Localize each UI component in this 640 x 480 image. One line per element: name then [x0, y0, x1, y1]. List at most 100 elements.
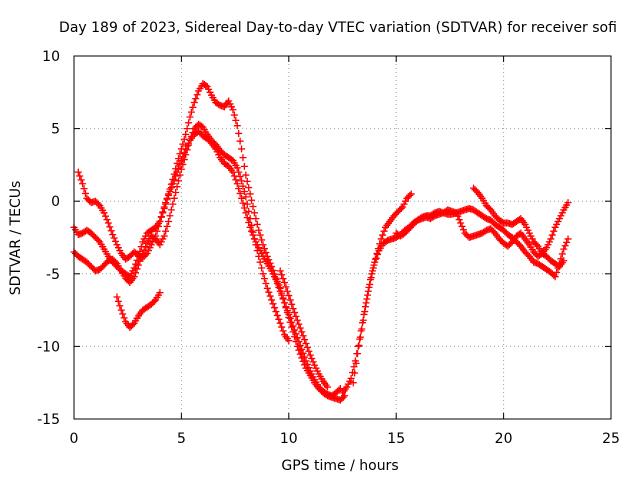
data-point — [232, 116, 240, 124]
data-point — [159, 209, 167, 217]
data-point — [229, 106, 237, 114]
data-point — [359, 316, 367, 324]
data-point — [354, 342, 362, 350]
data-point — [365, 283, 373, 291]
x-tick-label: 5 — [177, 431, 186, 447]
data-point — [248, 196, 256, 204]
data-point — [293, 334, 301, 342]
data-point — [548, 231, 556, 239]
data-point — [235, 185, 243, 193]
x-tick-label: 25 — [602, 431, 620, 447]
data-point — [259, 270, 267, 278]
data-point — [170, 176, 178, 184]
data-point — [292, 312, 300, 320]
data-point — [289, 305, 297, 313]
data-point — [339, 393, 347, 401]
data-point — [163, 196, 171, 204]
y-tick-label: 5 — [51, 122, 60, 138]
data-point — [285, 337, 293, 345]
data-point — [288, 300, 296, 308]
y-tick-label: 10 — [42, 49, 60, 65]
data-point — [80, 185, 88, 193]
data-point — [308, 355, 316, 362]
data-point — [457, 219, 465, 227]
data-point — [76, 172, 84, 180]
data-point — [104, 219, 112, 227]
data-point — [236, 137, 244, 145]
data-point — [298, 345, 306, 353]
data-point — [185, 141, 193, 149]
data-point — [262, 279, 270, 287]
data-point — [179, 160, 187, 168]
data-point — [452, 209, 460, 217]
data-point — [371, 258, 379, 266]
data-point — [94, 236, 102, 244]
x-tick-label: 0 — [70, 431, 79, 447]
x-axis-title: GPS time / hours — [281, 458, 398, 474]
data-point — [302, 357, 310, 365]
data-point — [112, 237, 120, 245]
data-point — [117, 306, 125, 314]
data-point — [563, 238, 571, 246]
data-point — [130, 273, 138, 281]
data-point — [276, 267, 284, 275]
series-track-i — [470, 184, 568, 271]
data-point — [163, 222, 171, 230]
data-point — [454, 212, 462, 220]
data-point — [256, 231, 264, 239]
data-point — [142, 243, 150, 251]
data-point — [185, 119, 193, 127]
data-point — [189, 128, 197, 136]
data-point — [268, 296, 276, 304]
data-point — [354, 350, 362, 358]
data-point — [299, 332, 307, 340]
data-point — [362, 299, 370, 307]
data-point — [275, 283, 283, 291]
data-point — [260, 275, 268, 283]
data-point — [112, 258, 120, 266]
data-point — [134, 261, 142, 269]
data-point — [248, 221, 256, 229]
data-point — [278, 291, 286, 299]
data-point — [139, 249, 147, 257]
data-point — [302, 339, 310, 347]
data-point — [236, 189, 244, 197]
data-point — [175, 177, 183, 185]
data-point — [335, 386, 343, 394]
data-point — [355, 341, 363, 349]
data-point — [301, 336, 309, 344]
data-point — [110, 234, 118, 242]
data-point — [282, 303, 290, 311]
data-point — [106, 223, 114, 231]
data-point — [170, 194, 178, 202]
data-point — [349, 379, 357, 387]
data-point — [276, 287, 284, 295]
data-point — [240, 188, 248, 196]
data-point — [291, 326, 299, 334]
series-track-e — [276, 267, 331, 391]
data-point — [255, 226, 263, 234]
y-tick-label: -10 — [37, 339, 60, 355]
data-point — [239, 199, 247, 207]
data-point — [296, 341, 304, 349]
data-point — [368, 270, 376, 278]
data-point — [283, 307, 291, 315]
data-point — [103, 216, 111, 224]
y-tick-label: -5 — [46, 267, 60, 283]
data-point — [253, 220, 261, 228]
tick-label-layer: 0 5 10 15 20 25 -15 -10 -5 0 5 10 — [37, 49, 620, 447]
data-point — [245, 184, 253, 192]
data-point — [133, 265, 141, 273]
data-point — [238, 194, 246, 202]
data-point — [292, 330, 300, 338]
data-point — [137, 253, 145, 261]
data-point — [358, 325, 366, 333]
data-point — [547, 235, 555, 243]
data-point — [183, 125, 191, 133]
data-point — [564, 235, 572, 243]
data-point — [279, 295, 287, 303]
chart-title: Day 189 of 2023, Sidereal Day-to-day VTE… — [59, 20, 617, 36]
data-point — [140, 246, 148, 254]
data-layer — [70, 80, 572, 404]
series-track-h — [392, 199, 572, 260]
